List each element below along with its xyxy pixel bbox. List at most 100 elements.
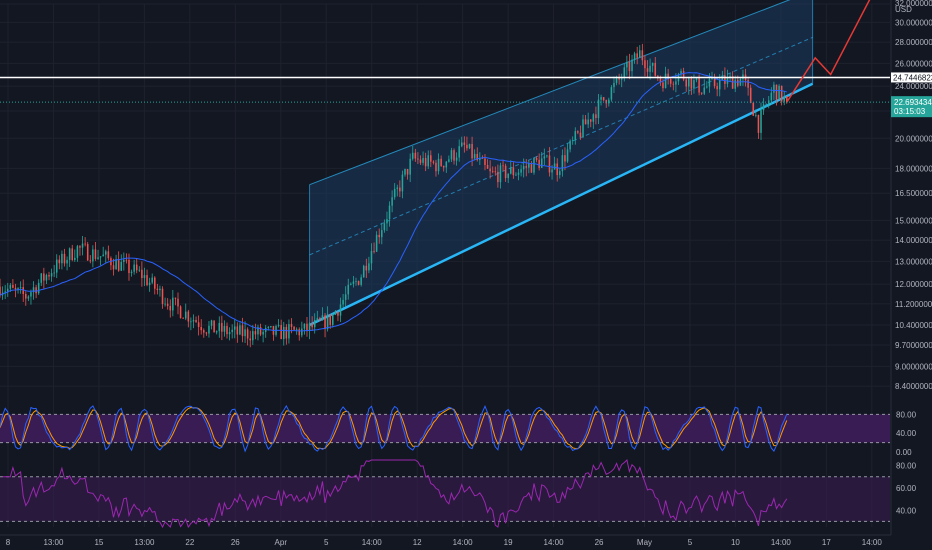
- candle-body[interactable]: [182, 317, 184, 319]
- candle-body[interactable]: [497, 171, 499, 183]
- candle-body[interactable]: [455, 157, 458, 161]
- candle-body[interactable]: [303, 323, 306, 329]
- candle-body[interactable]: [737, 79, 739, 86]
- candle-body[interactable]: [592, 114, 595, 122]
- candle-body[interactable]: [391, 197, 393, 206]
- candle-body[interactable]: [373, 250, 375, 252]
- candle-body[interactable]: [55, 259, 58, 273]
- candle-body[interactable]: [86, 244, 89, 261]
- candle-body[interactable]: [352, 281, 355, 284]
- candle-body[interactable]: [610, 87, 613, 100]
- candle-body[interactable]: [708, 78, 711, 87]
- candle-body[interactable]: [502, 165, 504, 167]
- candle-body[interactable]: [244, 329, 246, 337]
- candle-body[interactable]: [414, 152, 417, 159]
- candle-body[interactable]: [17, 288, 19, 290]
- candle-body[interactable]: [760, 110, 762, 133]
- candle-body[interactable]: [138, 269, 141, 271]
- candle-body[interactable]: [388, 205, 391, 220]
- candle-body[interactable]: [584, 119, 587, 125]
- candle-body[interactable]: [411, 152, 414, 159]
- candle-body[interactable]: [79, 246, 81, 248]
- candle-body[interactable]: [445, 161, 448, 168]
- candle-body[interactable]: [458, 146, 460, 158]
- candle-body[interactable]: [546, 155, 548, 157]
- candle-body[interactable]: [530, 163, 533, 173]
- candle-body[interactable]: [190, 321, 192, 323]
- candle-body[interactable]: [399, 187, 401, 192]
- candle-body[interactable]: [81, 243, 84, 248]
- candle-body[interactable]: [522, 166, 525, 170]
- price-panel[interactable]: [0, 0, 890, 348]
- candle-body[interactable]: [282, 326, 285, 340]
- rsi-line[interactable]: [2, 459, 788, 529]
- candle-body[interactable]: [306, 323, 308, 332]
- candle-body[interactable]: [313, 319, 316, 328]
- candle-body[interactable]: [520, 169, 522, 173]
- candle-body[interactable]: [600, 97, 602, 100]
- candle-body[interactable]: [528, 163, 530, 168]
- candle-body[interactable]: [479, 158, 481, 160]
- candle-body[interactable]: [620, 78, 623, 80]
- candle-body[interactable]: [141, 269, 143, 279]
- candle-body[interactable]: [6, 288, 9, 292]
- candle-body[interactable]: [499, 165, 502, 183]
- projection-path[interactable]: [786, 0, 872, 103]
- candle-body[interactable]: [602, 97, 605, 101]
- candle-body[interactable]: [401, 174, 404, 192]
- candle-body[interactable]: [515, 174, 517, 176]
- candle-body[interactable]: [786, 96, 788, 103]
- candle-body[interactable]: [89, 260, 92, 262]
- candle-body[interactable]: [693, 80, 695, 89]
- candle-body[interactable]: [659, 78, 662, 83]
- candle-body[interactable]: [713, 77, 716, 87]
- candle-body[interactable]: [22, 287, 24, 295]
- stoch-d-line[interactable]: [0, 406, 788, 450]
- candle-body[interactable]: [48, 275, 50, 277]
- candle-body[interactable]: [770, 92, 773, 101]
- candle-body[interactable]: [58, 259, 61, 264]
- candle-body[interactable]: [623, 67, 626, 79]
- candle-body[interactable]: [125, 259, 128, 261]
- candle-body[interactable]: [437, 158, 440, 172]
- candle-body[interactable]: [66, 259, 68, 264]
- candle-body[interactable]: [533, 158, 535, 173]
- candle-body[interactable]: [112, 265, 115, 270]
- candle-body[interactable]: [597, 99, 600, 119]
- candle-body[interactable]: [159, 288, 161, 291]
- candle-body[interactable]: [130, 271, 133, 274]
- candle-body[interactable]: [215, 331, 218, 333]
- candle-body[interactable]: [334, 311, 337, 315]
- candle-body[interactable]: [187, 311, 190, 322]
- candle-body[interactable]: [476, 153, 479, 160]
- candle-body[interactable]: [347, 284, 350, 295]
- candle-body[interactable]: [641, 50, 644, 61]
- candle-body[interactable]: [463, 142, 466, 145]
- candle-body[interactable]: [120, 261, 123, 271]
- candle-body[interactable]: [236, 326, 239, 335]
- candle-body[interactable]: [626, 61, 628, 68]
- candle-body[interactable]: [262, 331, 264, 335]
- candle-body[interactable]: [228, 332, 231, 335]
- candle-body[interactable]: [551, 169, 553, 173]
- candle-body[interactable]: [32, 287, 35, 293]
- candle-body[interactable]: [339, 304, 342, 316]
- candle-body[interactable]: [419, 159, 422, 163]
- candle-body[interactable]: [117, 259, 120, 271]
- candle-body[interactable]: [360, 277, 362, 285]
- candle-body[interactable]: [252, 331, 254, 341]
- candle-body[interactable]: [453, 150, 455, 161]
- candle-body[interactable]: [561, 155, 564, 172]
- candle-body[interactable]: [507, 173, 509, 179]
- candle-body[interactable]: [45, 275, 48, 281]
- candle-body[interactable]: [94, 249, 97, 259]
- candle-body[interactable]: [724, 75, 726, 84]
- candle-body[interactable]: [646, 68, 649, 72]
- candle-body[interactable]: [218, 322, 221, 332]
- candle-body[interactable]: [649, 65, 651, 72]
- candle-body[interactable]: [718, 79, 721, 90]
- candle-body[interactable]: [773, 84, 775, 93]
- candle-body[interactable]: [213, 320, 215, 333]
- candle-body[interactable]: [553, 163, 556, 170]
- candle-body[interactable]: [749, 87, 752, 103]
